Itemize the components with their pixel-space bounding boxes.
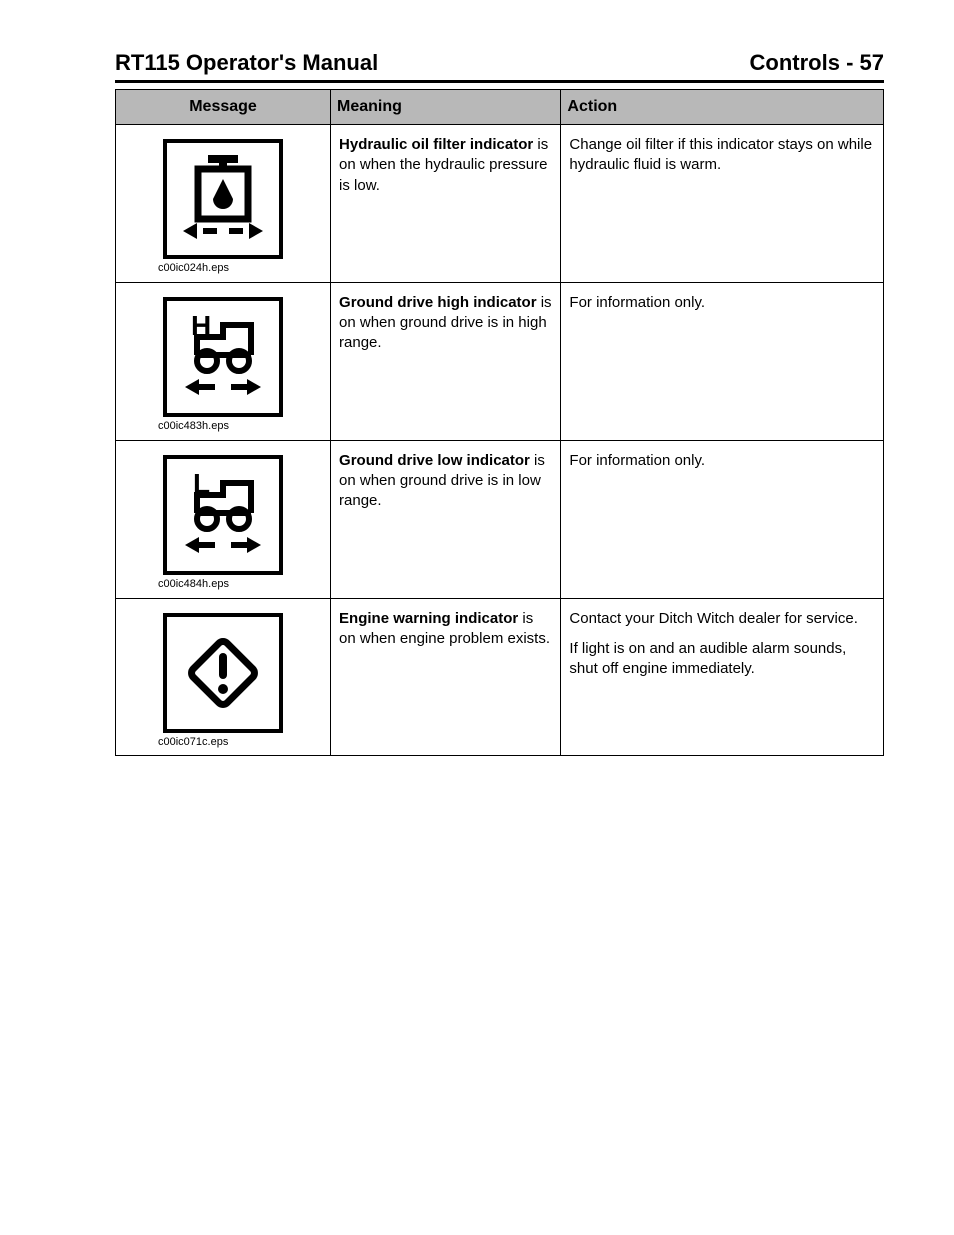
message-cell: H — [116, 282, 331, 440]
header-right-title: Controls - 57 — [750, 50, 884, 76]
icon-caption: c00ic024h.eps — [158, 261, 322, 276]
action-text: For information only. — [569, 451, 875, 471]
ground-drive-low-icon: L — [163, 455, 283, 575]
page-header: RT115 Operator's Manual Controls - 57 — [115, 50, 884, 83]
ground-drive-high-icon: H — [163, 297, 283, 417]
action-cell: Contact your Ditch Witch dealer for serv… — [561, 598, 884, 756]
icon-caption: c00ic071c.eps — [158, 735, 322, 750]
message-name: Hydraulic oil filter indicator — [339, 136, 533, 153]
action-text: For information only. — [569, 293, 875, 313]
oil-filter-indicator-icon — [163, 139, 283, 259]
action-cell: For information only. — [561, 440, 884, 598]
col-action: Action — [561, 90, 884, 125]
icon-caption: c00ic484h.eps — [158, 577, 322, 592]
meaning-cell: Ground drive low indicator is on when gr… — [331, 440, 561, 598]
page: RT115 Operator's Manual Controls - 57 Me… — [0, 0, 954, 1235]
message-name: Ground drive high indicator — [339, 294, 537, 311]
action-cell: For information only. — [561, 282, 884, 440]
table-header-row: Message Meaning Action — [116, 90, 884, 125]
message-name: Engine warning indicator — [339, 610, 518, 627]
table-row: L — [116, 440, 884, 598]
col-message: Message — [116, 90, 331, 125]
action-cell: Change oil filter if this indicator stay… — [561, 125, 884, 283]
action-text: Contact your Ditch Witch dealer for serv… — [569, 609, 875, 629]
table-row: H — [116, 282, 884, 440]
meaning-cell: Engine warning indicator is on when engi… — [331, 598, 561, 756]
engine-warning-icon — [163, 613, 283, 733]
action-text-2: If light is on and an audible alarm soun… — [569, 639, 875, 680]
header-left-title: RT115 Operator's Manual — [115, 50, 378, 76]
action-text: Change oil filter if this indicator stay… — [569, 135, 875, 176]
icon-caption: c00ic483h.eps — [158, 419, 322, 434]
message-name: Ground drive low indicator — [339, 452, 530, 469]
message-cell: c00ic071c.eps — [116, 598, 331, 756]
col-meaning: Meaning — [331, 90, 561, 125]
message-cell: L — [116, 440, 331, 598]
messages-table: Message Meaning Action — [115, 89, 884, 756]
message-cell: c00ic024h.eps — [116, 125, 331, 283]
table-row: c00ic024h.eps Hydraulic oil filter indic… — [116, 125, 884, 283]
table-row: c00ic071c.eps Engine warning indicator i… — [116, 598, 884, 756]
meaning-cell: Ground drive high indicator is on when g… — [331, 282, 561, 440]
meaning-cell: Hydraulic oil filter indicator is on whe… — [331, 125, 561, 283]
